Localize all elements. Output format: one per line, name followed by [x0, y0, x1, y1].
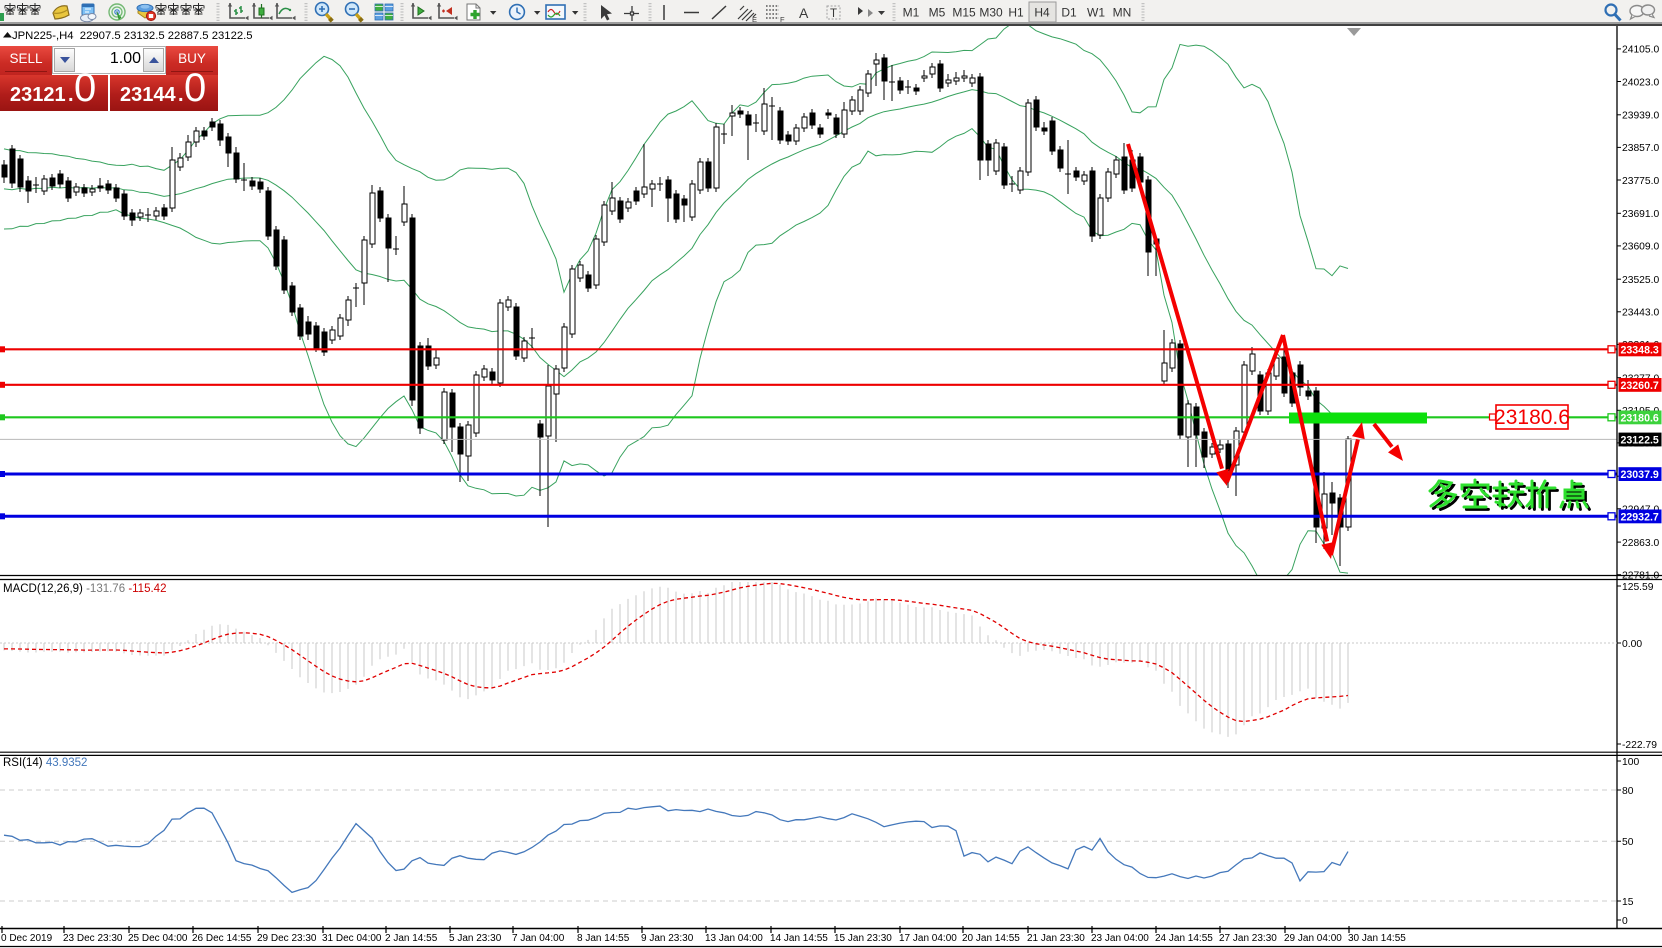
svg-text:50: 50 [1622, 837, 1634, 848]
svg-text:9 Jan 23:30: 9 Jan 23:30 [641, 933, 694, 944]
svg-text:M1: M1 [903, 6, 920, 20]
svg-text:23180.6: 23180.6 [1621, 413, 1659, 425]
svg-text:24 Jan 14:55: 24 Jan 14:55 [1155, 933, 1213, 944]
svg-text:125.59: 125.59 [1622, 582, 1654, 593]
svg-text:23260.7: 23260.7 [1621, 380, 1659, 392]
svg-text:W1: W1 [1087, 6, 1105, 20]
svg-text:MACD(12,26,9) -131.76 -115.42: MACD(12,26,9) -131.76 -115.42 [3, 583, 166, 595]
svg-text:25 Dec 04:00: 25 Dec 04:00 [128, 933, 188, 944]
svg-text:22863.0: 22863.0 [1622, 538, 1659, 549]
svg-text:23775.0: 23775.0 [1622, 176, 1659, 187]
svg-text:23443.0: 23443.0 [1622, 308, 1659, 319]
svg-text:0 Dec 2019: 0 Dec 2019 [1, 933, 53, 944]
svg-text:F: F [780, 15, 785, 24]
svg-text:23857.0: 23857.0 [1622, 143, 1659, 154]
svg-text:23180.6: 23180.6 [1494, 406, 1570, 429]
svg-text:H4: H4 [1034, 6, 1050, 20]
svg-text:T: T [830, 8, 837, 20]
svg-text:M5: M5 [929, 6, 946, 20]
svg-text:24105.0: 24105.0 [1622, 45, 1659, 56]
svg-text:0: 0 [1622, 916, 1628, 927]
svg-text:27 Jan 23:30: 27 Jan 23:30 [1219, 933, 1277, 944]
svg-text:RSI(14) 43.9352: RSI(14) 43.9352 [3, 757, 87, 769]
svg-text:23 Jan 04:00: 23 Jan 04:00 [1091, 933, 1149, 944]
svg-text:80: 80 [1622, 786, 1634, 797]
svg-text:22781.0: 22781.0 [1622, 571, 1659, 582]
svg-text:-222.79: -222.79 [1622, 740, 1657, 751]
svg-text:24023.0: 24023.0 [1622, 77, 1659, 88]
svg-text:23939.0: 23939.0 [1622, 111, 1659, 122]
svg-text:29 Jan 04:00: 29 Jan 04:00 [1284, 933, 1342, 944]
svg-text:8 Jan 14:55: 8 Jan 14:55 [577, 933, 630, 944]
svg-text:100: 100 [1622, 757, 1639, 768]
svg-text:15 Jan 23:30: 15 Jan 23:30 [834, 933, 892, 944]
svg-text:23609.0: 23609.0 [1622, 242, 1659, 253]
svg-text:5 Jan 23:30: 5 Jan 23:30 [449, 933, 502, 944]
svg-text:2 Jan 14:55: 2 Jan 14:55 [385, 933, 438, 944]
svg-text:23348.3: 23348.3 [1621, 345, 1659, 357]
svg-text:26 Dec 14:55: 26 Dec 14:55 [192, 933, 252, 944]
svg-text:21 Jan 23:30: 21 Jan 23:30 [1027, 933, 1085, 944]
svg-text:A: A [799, 5, 809, 21]
svg-text:M30: M30 [979, 6, 1003, 20]
svg-text:E: E [752, 15, 757, 24]
svg-text:13 Jan 04:00: 13 Jan 04:00 [705, 933, 763, 944]
svg-text:H1: H1 [1008, 6, 1024, 20]
svg-text:MN: MN [1113, 6, 1132, 20]
svg-text:15: 15 [1622, 897, 1634, 908]
svg-text:D1: D1 [1061, 6, 1077, 20]
svg-text:14 Jan 14:55: 14 Jan 14:55 [770, 933, 828, 944]
svg-text:31 Dec 04:00: 31 Dec 04:00 [322, 933, 382, 944]
svg-text:17 Jan 04:00: 17 Jan 04:00 [899, 933, 957, 944]
svg-text:7 Jan 04:00: 7 Jan 04:00 [512, 933, 565, 944]
svg-text:30 Jan 14:55: 30 Jan 14:55 [1348, 933, 1406, 944]
svg-text:22932.7: 22932.7 [1621, 512, 1659, 524]
svg-text:23691.0: 23691.0 [1622, 209, 1659, 220]
svg-text:23525.0: 23525.0 [1622, 275, 1659, 286]
svg-text:0.00: 0.00 [1622, 639, 1642, 650]
svg-text:M15: M15 [952, 6, 976, 20]
svg-text:29 Dec 23:30: 29 Dec 23:30 [257, 933, 317, 944]
svg-text:23 Dec 23:30: 23 Dec 23:30 [63, 933, 123, 944]
svg-text:23122.5: 23122.5 [1621, 435, 1659, 447]
svg-text:23037.9: 23037.9 [1621, 469, 1659, 481]
svg-text:JPN225-,H4 22907.5 23132.5 22: JPN225-,H4 22907.5 23132.5 22887.5 23122… [12, 30, 253, 42]
svg-text:20 Jan 14:55: 20 Jan 14:55 [962, 933, 1020, 944]
